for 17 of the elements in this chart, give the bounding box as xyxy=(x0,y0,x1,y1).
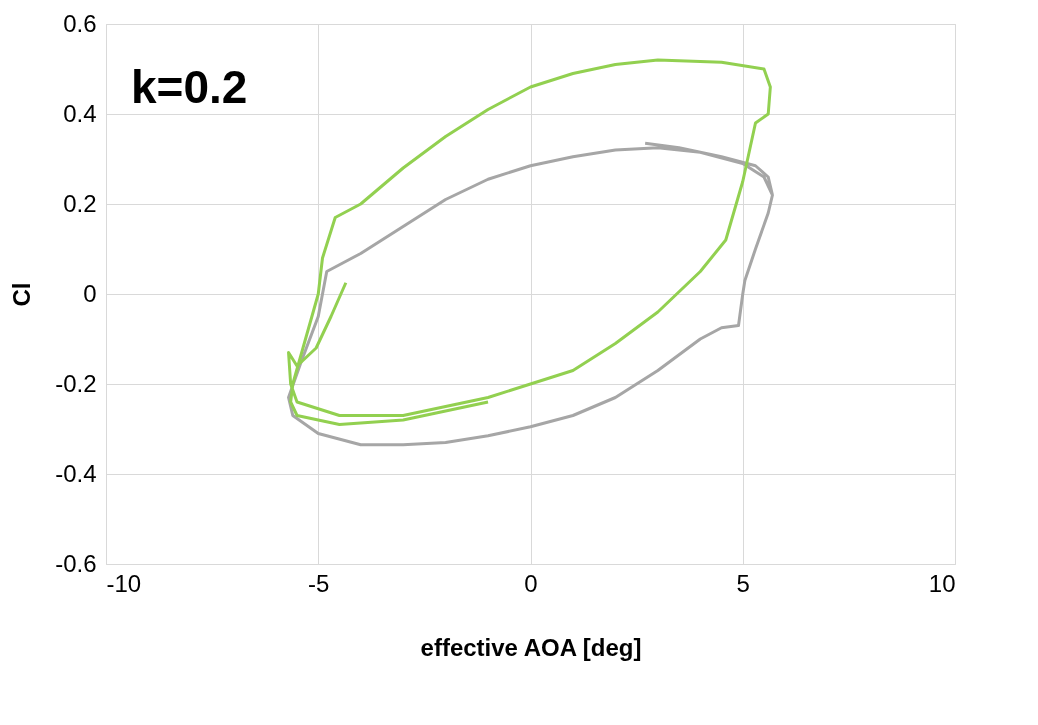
x-tick-label: 5 xyxy=(736,569,750,597)
x-tick-label: 10 xyxy=(928,569,956,597)
y-tick-label: 0.4 xyxy=(63,99,97,127)
y-tick-label: -0.2 xyxy=(55,369,97,397)
y-tick-label: -0.6 xyxy=(55,549,97,577)
y-axis-title: Cl xyxy=(8,282,36,307)
x-tick-label: 0 xyxy=(524,569,538,597)
y-tick-label: -0.4 xyxy=(55,459,97,487)
x-tick-label: -10 xyxy=(106,569,142,597)
y-tick-label: 0 xyxy=(83,279,97,307)
line-series xyxy=(287,58,772,426)
line-series xyxy=(287,141,774,447)
y-tick-label: 0.2 xyxy=(63,189,97,217)
x-axis-title: effective AOA [deg] xyxy=(420,633,642,661)
y-tick-label: 0.6 xyxy=(63,9,97,37)
x-tick-label: -5 xyxy=(308,569,330,597)
annotation: k=0.2 xyxy=(131,61,248,113)
